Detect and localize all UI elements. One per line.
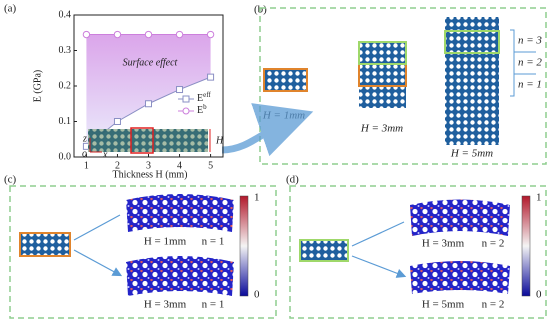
legend-label: Eeff	[197, 91, 211, 105]
x-tick-label: 1	[84, 160, 89, 171]
axis-glyph	[89, 138, 102, 153]
inset-lattice	[88, 129, 208, 152]
y-tick-label: 0.1	[59, 116, 72, 127]
inset-stripes	[88, 129, 208, 152]
colorbar-label: 0	[536, 289, 542, 301]
caption: n = 1	[202, 236, 225, 248]
layer-label: n = 2	[518, 57, 542, 69]
colorbar-label: 1	[254, 192, 260, 204]
caption: H = 1mm	[144, 236, 187, 248]
marker	[176, 86, 184, 94]
lattice	[299, 239, 349, 262]
inset-label: x	[102, 149, 108, 160]
caption: H = 5mm	[450, 148, 493, 160]
marker	[82, 30, 91, 39]
legend-marker	[182, 107, 190, 115]
arrow	[73, 214, 120, 275]
y-tick-label: 0.4	[59, 9, 72, 20]
lattice	[19, 232, 71, 257]
colorbar-label: 0	[254, 289, 260, 301]
layer-label: n = 1	[518, 79, 542, 91]
caption: H = 3mm	[422, 238, 465, 250]
highlight-box	[358, 41, 407, 65]
deformed-lattice	[410, 261, 510, 294]
y-tick-label: 0.0	[59, 151, 72, 162]
colorbar-label: 1	[536, 192, 542, 204]
legend-marker	[182, 95, 190, 103]
inset-label: o	[82, 148, 87, 159]
panel-label: (d)	[286, 174, 299, 186]
marker	[145, 100, 152, 108]
caption: n = 1	[202, 299, 225, 311]
highlight-box	[444, 30, 500, 54]
inset-label: z	[82, 133, 87, 144]
annotation: Surface effect	[123, 57, 178, 68]
y-axis-label: E (GPa)	[32, 70, 43, 103]
panel-frame	[259, 7, 547, 165]
panel-label: (a)	[4, 3, 17, 15]
x-tick-label: 2	[115, 160, 120, 171]
layer-label: n = 3	[518, 35, 542, 47]
marker	[206, 30, 215, 39]
arrow	[351, 221, 404, 276]
y-tick-label: 0.2	[59, 80, 72, 91]
x-tick-label: 5	[208, 160, 213, 171]
deformed-lattice	[410, 199, 510, 236]
lattice	[263, 68, 308, 92]
marker	[144, 30, 153, 39]
arrow	[221, 103, 314, 157]
inset-box	[130, 127, 154, 154]
marker	[113, 30, 122, 39]
x-axis-label: Thickness H (mm)	[113, 169, 188, 180]
marker	[207, 73, 215, 81]
inset-label: H	[215, 135, 224, 146]
bracket	[510, 29, 536, 97]
caption: H = 3mm	[144, 299, 187, 311]
lattice	[445, 17, 499, 145]
caption: H = 3mm	[360, 123, 403, 135]
legend-label: Eb	[197, 103, 207, 117]
panel-frame	[289, 185, 547, 319]
x-tick-label: 4	[177, 160, 182, 171]
caption: n = 2	[482, 299, 505, 311]
x-tick-label: 3	[146, 160, 151, 171]
caption: H = 5mm	[422, 299, 465, 311]
colorbar	[521, 195, 531, 297]
colorbar	[239, 195, 249, 297]
marker	[113, 118, 121, 125]
y-tick-label: 0.3	[59, 45, 72, 56]
panel-label: (c)	[4, 174, 17, 186]
lattice	[359, 42, 406, 108]
deformed-lattice	[126, 256, 234, 296]
deformed-lattice	[126, 194, 234, 232]
panel-frame	[9, 185, 277, 319]
marker	[175, 30, 184, 39]
caption: n = 2	[482, 238, 505, 250]
